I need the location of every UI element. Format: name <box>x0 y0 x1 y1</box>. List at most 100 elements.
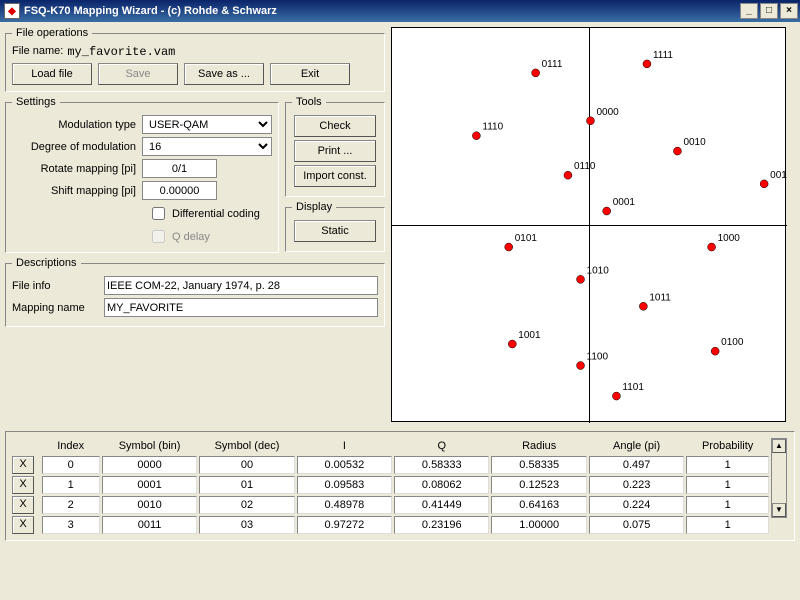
table-cell: 1 <box>686 456 769 474</box>
save-as-button[interactable]: Save as ... <box>184 63 264 85</box>
constellation-point-label: 1101 <box>622 382 644 393</box>
constellation-point-label: 0110 <box>574 161 596 172</box>
constellation-point-label: 1001 <box>518 330 541 341</box>
constellation-point <box>643 60 651 68</box>
title-bar: ◆ FSQ-K70 Mapping Wizard - (c) Rohde & S… <box>0 0 800 22</box>
table-cell: 1.00000 <box>491 516 586 534</box>
settings-group: Settings Modulation type USER-QAM Degree… <box>5 96 279 253</box>
shift-label: Shift mapping [pi] <box>12 185 142 197</box>
constellation-point <box>472 132 480 140</box>
print-button[interactable]: Print ... <box>294 140 376 162</box>
table-header: Q <box>394 438 489 454</box>
table-cell: 0.00532 <box>297 456 392 474</box>
table-cell: 0.08062 <box>394 476 489 494</box>
table-cell: 03 <box>199 516 294 534</box>
constellation-point <box>586 117 594 125</box>
shift-input[interactable] <box>142 181 217 200</box>
table-header: Radius <box>491 438 586 454</box>
filename-value: my_favorite.vam <box>67 45 175 59</box>
table-cell: 1 <box>686 496 769 514</box>
diff-coding-label: Differential coding <box>172 208 260 220</box>
row-delete-button[interactable]: X <box>12 476 34 494</box>
table-cell: 2 <box>42 496 100 514</box>
display-group: Display Static <box>285 201 385 252</box>
constellation-point <box>532 69 540 77</box>
table-cell: 0.23196 <box>394 516 489 534</box>
table-cell: 0.41449 <box>394 496 489 514</box>
table-header: Symbol (bin) <box>102 438 197 454</box>
qdelay-checkbox[interactable] <box>152 230 165 243</box>
constellation-point-label: 1000 <box>718 233 741 244</box>
window-title: FSQ-K70 Mapping Wizard - (c) Rohde & Sch… <box>24 5 277 17</box>
file-ops-legend: File operations <box>12 27 92 39</box>
descriptions-group: Descriptions File info Mapping name <box>5 257 385 327</box>
table-row: X30011030.972720.231961.000000.0751 <box>12 516 788 534</box>
table-cell: 0.223 <box>589 476 684 494</box>
constellation-point-label: 0111 <box>542 59 563 70</box>
scroll-down-icon[interactable]: ▼ <box>772 503 786 517</box>
import-const-button[interactable]: Import const. <box>294 165 376 187</box>
filename-label: File name: <box>12 45 63 59</box>
mapping-name-input[interactable] <box>104 298 378 317</box>
table-cell: 1 <box>686 476 769 494</box>
scroll-up-icon[interactable]: ▲ <box>772 439 786 453</box>
constellation-point <box>577 275 585 283</box>
fileinfo-label: File info <box>12 280 98 292</box>
check-button[interactable]: Check <box>294 115 376 137</box>
table-row: X00000000.005320.583330.583350.4971 <box>12 456 788 474</box>
display-legend: Display <box>292 201 336 213</box>
table-cell: 0001 <box>102 476 197 494</box>
maximize-button[interactable]: □ <box>760 3 778 19</box>
table-header: Index <box>42 438 100 454</box>
descriptions-legend: Descriptions <box>12 257 81 269</box>
diff-coding-checkbox[interactable] <box>152 207 165 220</box>
exit-button[interactable]: Exit <box>270 63 350 85</box>
table-cell: 0.12523 <box>491 476 586 494</box>
constellation-point-label: 1011 <box>649 292 671 303</box>
row-delete-button[interactable]: X <box>12 456 34 474</box>
constellation-point-label: 0001 <box>613 197 636 208</box>
app-icon: ◆ <box>4 3 20 19</box>
row-delete-button[interactable]: X <box>12 496 34 514</box>
table-header: I <box>297 438 392 454</box>
save-button[interactable]: Save <box>98 63 178 85</box>
settings-legend: Settings <box>12 96 60 108</box>
degree-select[interactable]: 16 <box>142 137 272 156</box>
table-cell: 0.075 <box>589 516 684 534</box>
table-cell: 0.64163 <box>491 496 586 514</box>
table-cell: 0010 <box>102 496 197 514</box>
constellation-point-label: 0011 <box>770 170 787 181</box>
table-cell: 00 <box>199 456 294 474</box>
table-cell: 0.58333 <box>394 456 489 474</box>
close-button[interactable]: × <box>780 3 798 19</box>
table-cell: 0 <box>42 456 100 474</box>
tools-legend: Tools <box>292 96 326 108</box>
constellation-point-label: 1111 <box>653 50 673 61</box>
table-cell: 0000 <box>102 456 197 474</box>
table-cell: 0.58335 <box>491 456 586 474</box>
modtype-label: Modulation type <box>12 119 142 131</box>
table-row: X10001010.095830.080620.125230.2231 <box>12 476 788 494</box>
constellation-point <box>603 207 611 215</box>
table-cell: 0.48978 <box>297 496 392 514</box>
minimize-button[interactable]: _ <box>740 3 758 19</box>
constellation-point <box>508 340 516 348</box>
static-button[interactable]: Static <box>294 220 376 242</box>
table-cell: 0.497 <box>589 456 684 474</box>
table-cell: 0.224 <box>589 496 684 514</box>
table-scrollbar[interactable]: ▲▼ <box>771 438 787 518</box>
table-header: Probability <box>686 438 769 454</box>
table-header: Symbol (dec) <box>199 438 294 454</box>
fileinfo-input[interactable] <box>104 276 378 295</box>
row-delete-button[interactable]: X <box>12 516 34 534</box>
constellation-point <box>673 147 681 155</box>
rotate-label: Rotate mapping [pi] <box>12 163 142 175</box>
constellation-point-label: 0101 <box>515 233 538 244</box>
load-file-button[interactable]: Load file <box>12 63 92 85</box>
table-row: X20010020.489780.414490.641630.2241 <box>12 496 788 514</box>
table-cell: 01 <box>199 476 294 494</box>
degree-label: Degree of modulation <box>12 141 142 153</box>
rotate-input[interactable] <box>142 159 217 178</box>
constellation-point <box>612 392 620 400</box>
modtype-select[interactable]: USER-QAM <box>142 115 272 134</box>
